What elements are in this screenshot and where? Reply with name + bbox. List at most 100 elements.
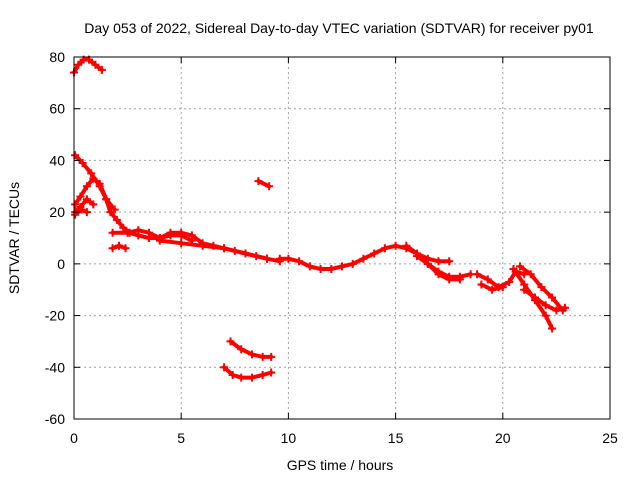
data-point (359, 254, 368, 263)
x-tick-label: 20 (495, 430, 511, 446)
data-point (237, 373, 246, 382)
data-point (265, 182, 274, 191)
data-point (187, 231, 196, 240)
x-tick-label: 10 (281, 430, 297, 446)
data-point (509, 265, 518, 273)
data-point (327, 265, 336, 273)
data-point (263, 254, 271, 263)
y-tick-label: 40 (49, 152, 65, 168)
data-point (380, 244, 389, 253)
x-tick-label: 0 (70, 430, 78, 446)
data-point (102, 195, 111, 204)
data-point (445, 275, 454, 284)
data-point (258, 371, 267, 379)
data-point (71, 151, 80, 160)
x-axis-label: GPS time / hours (287, 457, 394, 473)
y-tick-label: -40 (45, 359, 65, 375)
series-line (222, 365, 274, 380)
series-arc-1 (70, 55, 106, 77)
data-point (505, 278, 514, 286)
data-point (258, 352, 267, 361)
data-point (82, 208, 91, 217)
chart-title: Day 053 of 2022, Sidereal Day-to-day VTE… (84, 20, 594, 36)
data-point (477, 280, 486, 289)
data-point (78, 159, 87, 167)
data-point (91, 60, 100, 69)
data-point (455, 275, 464, 284)
data-point (155, 236, 164, 245)
data-point (267, 352, 276, 361)
series-arc-9 (155, 236, 284, 266)
data-point (228, 371, 237, 379)
data-point (561, 303, 569, 312)
data-point (537, 283, 546, 292)
data-point (391, 241, 400, 250)
data-point (473, 270, 482, 279)
data-point (541, 311, 550, 320)
axis-ticks (73, 56, 611, 420)
x-tick-label: 15 (388, 430, 404, 446)
x-tick-label: 25 (602, 430, 618, 446)
y-tick-label: -20 (45, 308, 65, 324)
series-arc-5 (71, 205, 91, 219)
data-point (220, 363, 229, 372)
data-point (241, 249, 250, 258)
y-tick-label: 80 (49, 49, 65, 65)
data-point (134, 226, 143, 235)
data-point (220, 244, 229, 253)
data-point (498, 283, 507, 292)
data-point (108, 228, 117, 237)
data-point (254, 177, 263, 186)
y-tick-label: 0 (57, 256, 65, 272)
data-point (76, 192, 85, 201)
data-point (77, 205, 86, 214)
data-point (488, 285, 497, 294)
data-point (402, 241, 411, 250)
data-point (177, 239, 186, 248)
data-point (97, 65, 106, 74)
data-point (338, 262, 346, 271)
data-point (82, 182, 91, 191)
data-point (108, 244, 117, 253)
data-point (267, 368, 276, 377)
data-point (177, 228, 186, 237)
series-arc-7 (108, 241, 130, 253)
data-point (115, 241, 123, 250)
data-point (548, 324, 557, 333)
data-point (237, 345, 246, 354)
data-point (166, 228, 175, 237)
data-point (145, 228, 153, 237)
data-point (87, 169, 96, 178)
data-point (284, 254, 293, 263)
data-point (516, 262, 524, 271)
data-point (541, 301, 550, 310)
series-arc-19 (220, 363, 276, 382)
data-point (198, 241, 207, 250)
data-point (74, 60, 83, 69)
data-point (248, 373, 256, 382)
data-point (370, 249, 379, 258)
data-point (123, 228, 132, 237)
data-point (89, 200, 98, 209)
y-tick-label: 60 (49, 101, 65, 117)
data-point (112, 215, 121, 224)
data-series (70, 55, 569, 382)
series-arc-18 (226, 337, 276, 361)
data-point (295, 257, 304, 266)
y-tick-label: -60 (45, 411, 65, 427)
data-point (445, 257, 454, 266)
data-point (95, 179, 104, 188)
series-arc-12 (413, 252, 464, 284)
series-arc-14 (477, 280, 507, 294)
data-point (71, 200, 80, 209)
y-tick-label: 20 (49, 204, 65, 220)
data-point (119, 223, 128, 232)
x-tick-label: 5 (177, 430, 185, 446)
data-point (248, 350, 256, 359)
data-point (305, 262, 314, 271)
data-point (89, 174, 98, 183)
series-arc-3 (71, 174, 119, 214)
y-axis-label: SDTVAR / TECUs (6, 182, 22, 294)
series-line (73, 153, 194, 243)
